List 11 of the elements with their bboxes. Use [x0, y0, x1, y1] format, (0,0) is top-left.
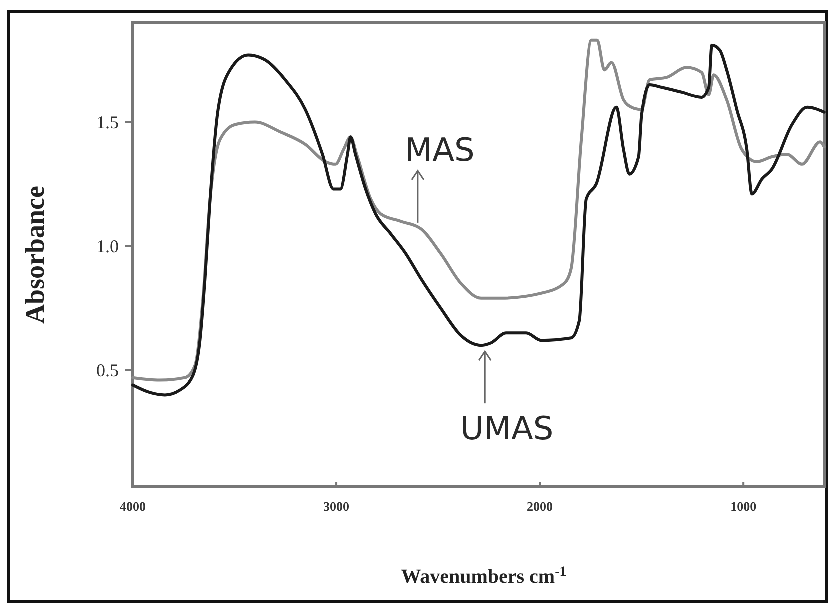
y-tick-label: 0.5 [96, 360, 119, 380]
x-axis-title: Wavenumbers cm$^{-1}$ [401, 564, 567, 588]
y-tick-label: 1.0 [96, 236, 119, 256]
x-tick-label: 2000 [527, 499, 554, 514]
x-tick-label: 1000 [730, 499, 757, 514]
annotation: UMAS [460, 410, 554, 448]
y-axis-title: Absorbance [20, 186, 50, 324]
y-tick-label: 1.5 [96, 112, 119, 132]
x-tick-label: 4000 [120, 499, 146, 514]
annotation: MAS [405, 130, 475, 169]
x-tick-label: 3000 [324, 499, 350, 514]
